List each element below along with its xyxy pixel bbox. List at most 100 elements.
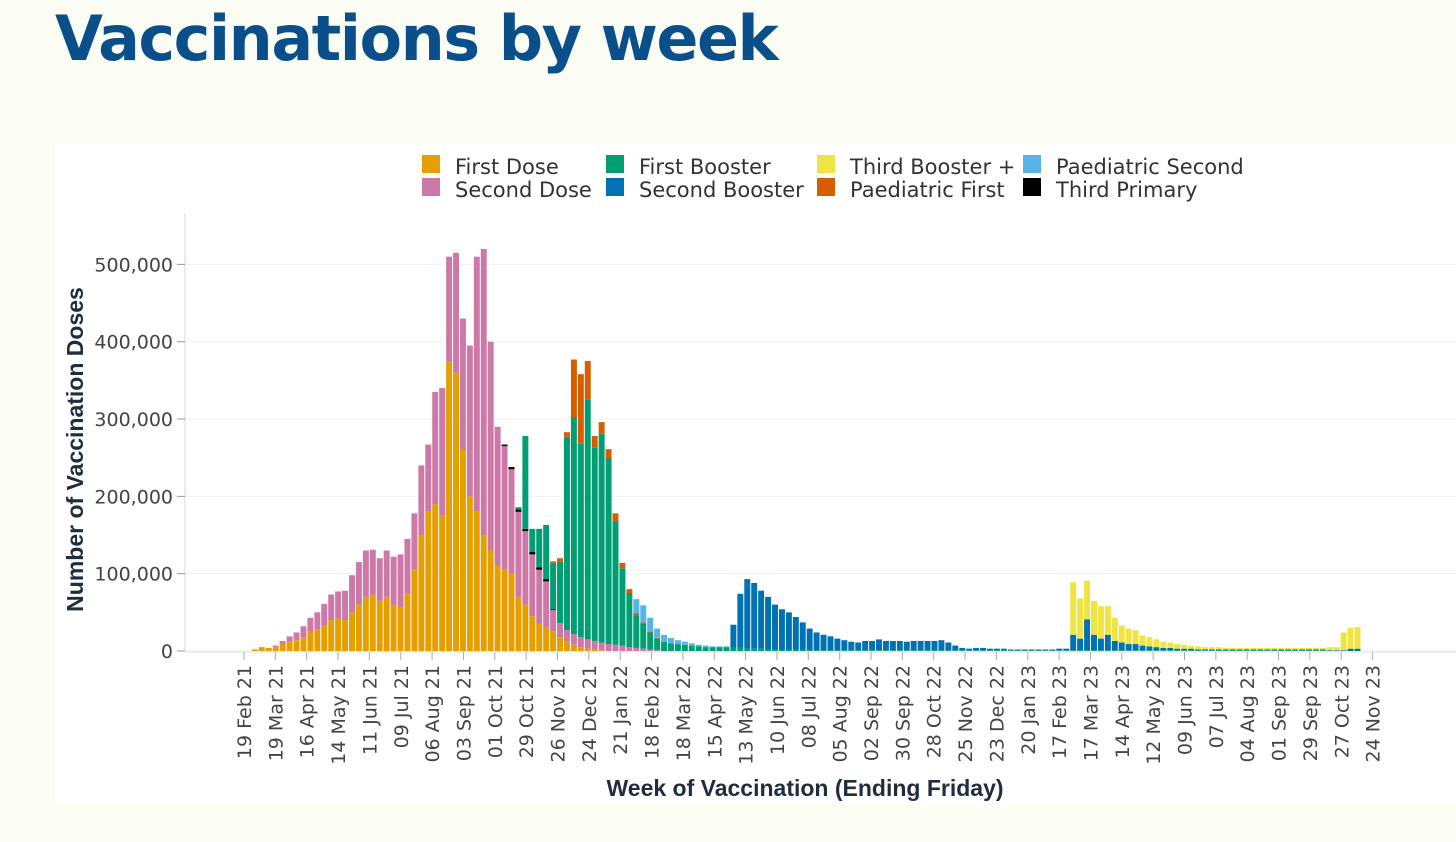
x-tick-label: 24 Dec 21 bbox=[579, 665, 601, 762]
bar-second-booster bbox=[834, 638, 841, 651]
bar-second-booster bbox=[1035, 649, 1042, 651]
bar-first-dose bbox=[563, 641, 570, 651]
bar-first-booster bbox=[1000, 650, 1007, 651]
bar-paediatric-first bbox=[605, 449, 612, 459]
legend-label: Paediatric First bbox=[850, 178, 1005, 202]
bar-second-dose bbox=[404, 538, 411, 594]
bar-second-booster bbox=[820, 634, 827, 651]
bar-second-booster bbox=[917, 640, 924, 651]
bar-first-dose bbox=[577, 647, 584, 651]
y-axis-title: Number of Vaccination Doses bbox=[62, 287, 88, 612]
bar-first-booster bbox=[1208, 650, 1215, 651]
bar-first-booster bbox=[1007, 650, 1014, 651]
bar-first-booster bbox=[1153, 650, 1160, 651]
bar-second-dose bbox=[536, 569, 543, 624]
bar-first-dose bbox=[307, 631, 314, 651]
bar-first-dose bbox=[272, 647, 279, 651]
x-tick-label: 29 Oct 21 bbox=[516, 665, 538, 758]
bar-first-booster bbox=[1104, 650, 1111, 651]
bar-second-booster bbox=[1091, 634, 1097, 651]
bar-first-dose bbox=[536, 623, 543, 651]
x-tick-label: 28 Oct 22 bbox=[924, 665, 946, 758]
bar-third-primary bbox=[522, 528, 529, 532]
legend-label: Third Booster + bbox=[849, 155, 1015, 179]
legend-item-first-booster: First Booster bbox=[606, 155, 771, 179]
bar-first-dose bbox=[355, 604, 362, 651]
legend-swatch bbox=[422, 155, 440, 173]
bar-first-booster bbox=[668, 643, 674, 651]
bar-first-booster bbox=[973, 650, 980, 651]
bar-second-booster bbox=[1333, 650, 1340, 651]
bar-first-booster bbox=[1201, 650, 1208, 651]
bar-first-booster bbox=[550, 562, 557, 610]
legend-swatch bbox=[817, 178, 835, 196]
bar-first-booster bbox=[1271, 650, 1278, 651]
bar-second-booster bbox=[1354, 648, 1361, 651]
bar-third-booster-plus bbox=[1222, 647, 1229, 650]
bar-second-dose bbox=[293, 632, 300, 641]
bar-first-dose bbox=[522, 604, 529, 651]
bar-first-booster bbox=[1111, 650, 1118, 651]
bar-second-dose bbox=[342, 590, 349, 621]
bar-first-booster bbox=[633, 615, 640, 648]
x-tick-label: 11 Jun 21 bbox=[359, 665, 381, 755]
x-tick-label: 07 Jul 23 bbox=[1206, 665, 1228, 748]
bar-first-booster bbox=[709, 647, 716, 651]
bar-second-booster bbox=[1201, 649, 1208, 651]
bar-third-primary bbox=[508, 466, 515, 470]
bar-second-booster bbox=[889, 640, 896, 651]
bar-second-dose bbox=[654, 650, 661, 651]
bar-second-booster bbox=[882, 640, 889, 651]
bar-second-booster bbox=[1257, 649, 1264, 651]
bar-first-booster bbox=[563, 436, 570, 631]
x-tick-label: 15 Apr 22 bbox=[704, 665, 726, 758]
legend-item-paediatric-second: Paediatric Second bbox=[1023, 155, 1244, 179]
bar-second-booster bbox=[1292, 649, 1299, 651]
legend-label: First Booster bbox=[639, 155, 771, 179]
bar-paediatric-first bbox=[557, 558, 564, 562]
bar-third-booster-plus bbox=[1188, 645, 1195, 649]
bar-third-booster-plus bbox=[1305, 647, 1312, 650]
bar-second-booster bbox=[896, 640, 903, 651]
bar-first-booster bbox=[882, 650, 889, 651]
bar-first-booster bbox=[924, 650, 931, 651]
bar-first-booster bbox=[1091, 650, 1097, 651]
bar-first-booster bbox=[903, 650, 910, 651]
bar-paediatric-first bbox=[591, 436, 598, 448]
bar-third-booster-plus bbox=[1299, 647, 1306, 650]
bar-first-booster bbox=[647, 632, 654, 650]
bar-first-booster bbox=[522, 436, 529, 529]
bar-first-dose bbox=[314, 629, 321, 651]
x-tick-label: 26 Nov 21 bbox=[548, 665, 570, 763]
bar-second-booster bbox=[765, 596, 772, 650]
bar-first-dose bbox=[335, 618, 342, 651]
bar-second-dose bbox=[515, 511, 522, 597]
bar-first-booster bbox=[591, 447, 598, 641]
bar-first-booster bbox=[1243, 650, 1250, 651]
legend-item-third-primary: Third Primary bbox=[1023, 178, 1197, 202]
bar-first-dose bbox=[543, 627, 550, 651]
bar-first-booster bbox=[945, 650, 952, 651]
bar-first-booster bbox=[661, 641, 668, 651]
bar-second-booster bbox=[1021, 649, 1028, 651]
bar-third-booster-plus bbox=[1167, 642, 1174, 648]
x-axis-title: Week of Vaccination (Ending Friday) bbox=[606, 775, 1003, 801]
bar-first-dose bbox=[453, 372, 459, 651]
bar-paediatric-second bbox=[661, 634, 668, 642]
bar-first-booster bbox=[626, 593, 633, 648]
bar-third-booster-plus bbox=[1243, 647, 1250, 650]
chart-panel: First Dose Second Dose First Booster Second… bbox=[55, 143, 1456, 803]
x-tick-label: 12 May 23 bbox=[1143, 665, 1165, 765]
bar-third-booster-plus bbox=[1319, 647, 1326, 650]
bar-third-booster-plus bbox=[1278, 647, 1285, 650]
bar-paediatric-first bbox=[577, 374, 584, 444]
bar-paediatric-first bbox=[550, 561, 557, 563]
bar-paediatric-first bbox=[626, 589, 633, 594]
bar-second-booster bbox=[1243, 649, 1250, 651]
bar-first-dose bbox=[598, 650, 605, 651]
bar-first-dose bbox=[251, 649, 258, 651]
bar-first-dose bbox=[321, 625, 328, 651]
bar-second-dose bbox=[335, 591, 342, 619]
bar-second-booster bbox=[910, 640, 917, 651]
bar-second-dose bbox=[550, 610, 557, 632]
